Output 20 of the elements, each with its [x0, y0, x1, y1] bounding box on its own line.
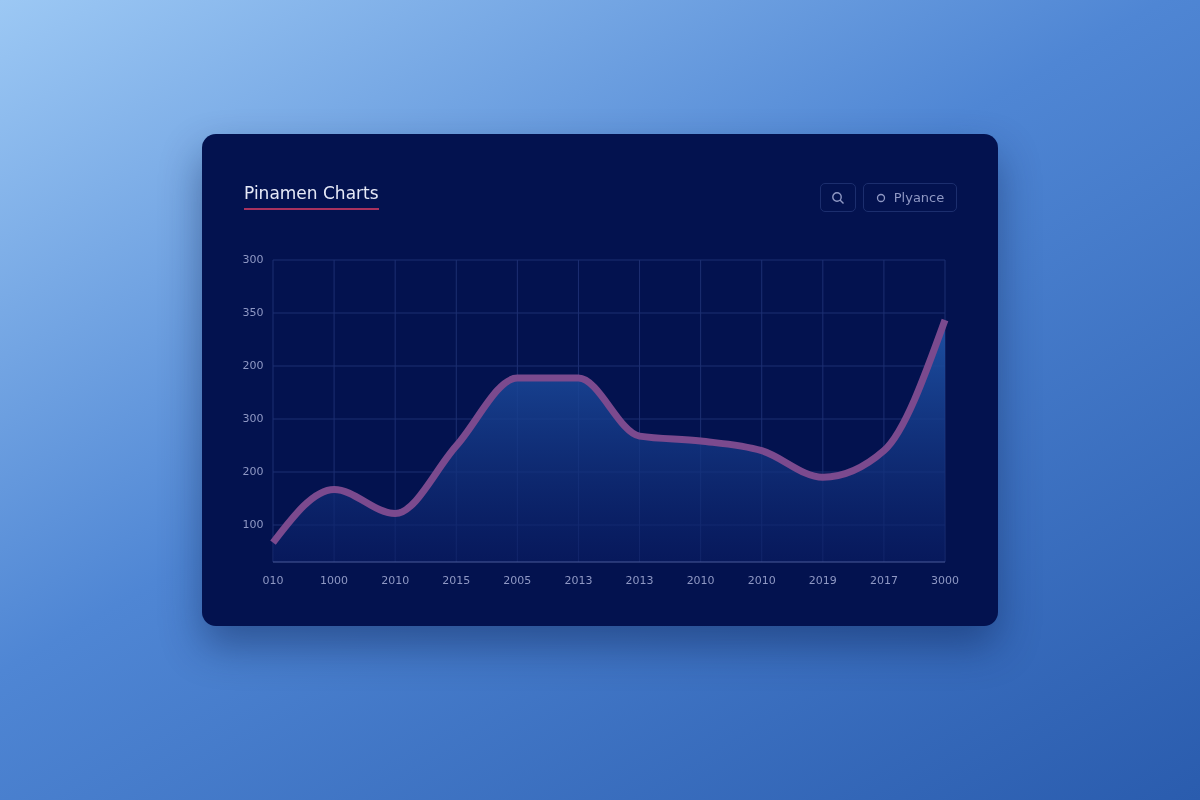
x-tick-label: 2015 [442, 573, 471, 587]
text: 200 [241, 465, 265, 479]
x-tick-label: 2013 [564, 573, 593, 587]
text: 300 [241, 253, 265, 267]
x-tick-label: 2005 [503, 573, 532, 587]
text: 350 [241, 306, 265, 320]
x-tick-label: 2019 [808, 573, 837, 587]
x-tick-label: 3000 [931, 573, 959, 587]
x-tick-label: 2010 [747, 573, 776, 587]
text: 200 [241, 359, 265, 373]
x-tick-label: 2010 [686, 573, 715, 587]
text: Plyance [893, 190, 945, 205]
x-tick-label: 2013 [625, 573, 654, 587]
x-tick-label: 1000 [320, 573, 349, 587]
text: 100 [241, 518, 265, 532]
x-tick-label: 2010 [381, 573, 410, 587]
x-tick-label: 2017 [869, 573, 898, 587]
x-tick-label: 010 [262, 573, 284, 587]
text: 300 [241, 412, 265, 426]
chart-title: Pinamen Charts [244, 183, 379, 203]
